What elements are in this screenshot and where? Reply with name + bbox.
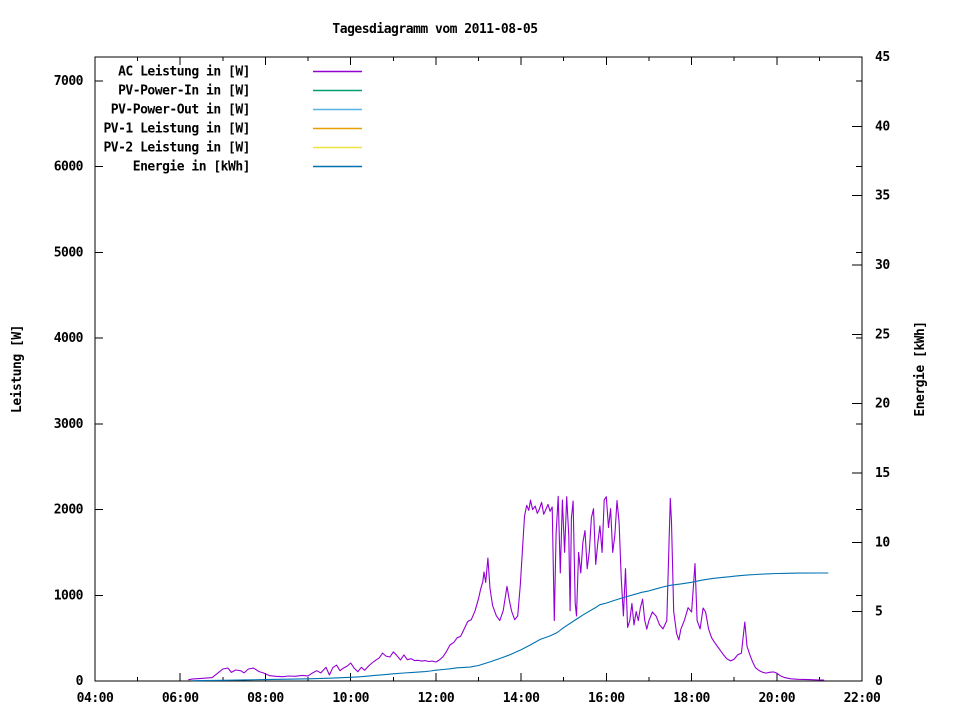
x-tick-label: 16:00 <box>588 691 625 706</box>
legend-entry: PV-2 Leistung in [W] <box>103 141 362 156</box>
y-left-tick-label: 6000 <box>54 160 84 175</box>
y-right-axis-title: Energie [kWh] <box>913 321 928 416</box>
x-tick-label: 18:00 <box>673 691 710 706</box>
legend-label: PV-1 Leistung in [W] <box>103 122 250 137</box>
y-left-tick-label: 0 <box>76 674 84 689</box>
y-right-tick-label: 45 <box>875 50 890 65</box>
axis-tick-labels: 04:00 06:00 08:00 10:00 12:00 14:00 16:00 18:00… <box>54 50 891 706</box>
y-right-tick-label: 40 <box>875 119 890 134</box>
y-right-tick-label: 35 <box>875 189 890 204</box>
y-right-tick-label: 0 <box>875 674 883 689</box>
x-tick-label: 14:00 <box>503 691 540 706</box>
y-left-tick-label: 2000 <box>54 503 84 518</box>
legend-label: PV-Power-In in [W] <box>118 84 250 99</box>
y-right-tick-label: 20 <box>875 397 890 412</box>
x-tick-label: 22:00 <box>844 691 881 706</box>
y-left-axis-title: Leistung [W] <box>10 325 25 413</box>
data-series <box>188 495 829 682</box>
chart-title: Tagesdiagramm vom 2011-08-05 <box>332 22 537 37</box>
legend-entry: PV-1 Leistung in [W] <box>103 122 362 137</box>
legend: AC Leistung in [W] PV-Power-In in [W] PV-P… <box>103 65 362 175</box>
legend-entry: AC Leistung in [W] <box>118 65 362 80</box>
x-tick-label: 06:00 <box>162 691 199 706</box>
legend-label: PV-2 Leistung in [W] <box>103 141 250 156</box>
legend-label: PV-Power-Out in [W] <box>111 103 250 118</box>
series-ac-leistung-in-w <box>188 495 825 681</box>
axis-ticks <box>94 56 863 682</box>
legend-entry: PV-Power-Out in [W] <box>111 103 362 118</box>
x-tick-label: 04:00 <box>77 691 114 706</box>
y-right-tick-label: 5 <box>875 605 882 620</box>
y-left-tick-label: 7000 <box>54 74 84 89</box>
y-left-tick-label: 3000 <box>54 417 84 432</box>
y-right-tick-label: 30 <box>875 258 890 273</box>
legend-label: AC Leistung in [W] <box>118 65 250 80</box>
y-left-tick-label: 4000 <box>54 331 84 346</box>
y-right-tick-label: 15 <box>875 466 890 481</box>
x-tick-label: 20:00 <box>758 691 795 706</box>
y-left-tick-label: 5000 <box>54 245 84 260</box>
series-energie-in-kwh <box>192 572 829 682</box>
y-left-tick-label: 1000 <box>54 588 84 603</box>
legend-entry: Energie in [kWh] <box>133 160 362 175</box>
x-tick-label: 10:00 <box>332 691 369 706</box>
legend-label: Energie in [kWh] <box>133 160 250 175</box>
x-tick-label: 12:00 <box>418 691 455 706</box>
x-tick-label: 08:00 <box>247 691 284 706</box>
y-right-tick-label: 10 <box>875 535 890 550</box>
y-right-tick-label: 25 <box>875 327 890 342</box>
legend-entry: PV-Power-In in [W] <box>118 84 362 99</box>
